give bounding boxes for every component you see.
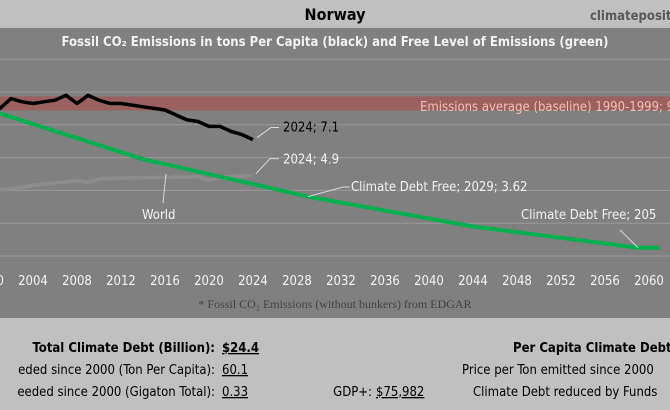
row2-label: eded since 2000 (Ton Per Capita): [18,363,215,378]
x-tick-label: 2008 [62,274,92,289]
row3-value: 0.33 [222,385,248,400]
norway-leader-line [256,127,279,138]
footer: Total Climate Debt (Billion): $24.4 eded… [17,341,670,400]
chart-title: Fossil CO₂ Emissions in tons Per Capita … [62,35,609,50]
world-name-leader-line [162,173,167,204]
plot-area [0,28,670,318]
annotations: 2024; 7.1 2024; 4.9 World Climate Debt F… [142,100,670,311]
x-tick-label: 2024 [238,274,268,289]
norway-line [0,93,254,142]
x-tick-label: 2060 [634,274,664,289]
world-line [0,173,254,192]
footnote: * Fossil CO₂ Emissions (without bunkers)… [198,297,471,311]
row2-value: 60.1 [222,363,248,378]
x-tick-label: 2036 [370,274,400,289]
x-tick-label: 2052 [546,274,576,289]
total-debt-value: $24.4 [222,341,259,356]
x-tick-label: 2012 [106,274,136,289]
x-tick-label: 2004 [18,274,48,289]
x-tick-label: 2000 [0,274,4,289]
gridlines [0,58,670,257]
price-label: Price per Ton emitted since 2000 [462,363,654,378]
debt-free-leader-1 [307,186,350,198]
baseline-band [0,96,670,111]
world-end-label: 2024; 4.9 [283,153,339,168]
x-tick-label: 2016 [150,274,180,289]
free-level-line [0,111,660,250]
x-axis-ticks: 2000 2004 2008 2012 2016 2020 2024 2028 2032 2036… [0,274,664,289]
site-name: climatepositi [590,9,670,24]
x-tick-label: 2040 [414,274,444,289]
reduced-label: Climate Debt reduced by Funds [473,385,657,400]
x-tick-label: 2056 [590,274,620,289]
row3-label: eeded since 2000 (Gigaton Total): [17,385,215,400]
debt-free-label-2: Climate Debt Free; 205 [521,208,656,223]
norway-end-label: 2024; 7.1 [283,121,339,136]
x-tick-label: 2020 [194,274,224,289]
per-capita-title: Per Capita Climate Debt [513,341,670,356]
total-debt-label: Total Climate Debt (Billion): [33,341,215,356]
world-leader-line [255,158,279,174]
x-tick-label: 2028 [282,274,312,289]
baseline-label: Emissions average (baseline) 1990-1999; … [420,100,670,115]
baseline-band-rect [0,96,670,111]
x-tick-label: 2048 [502,274,532,289]
debt-free-label-1: Climate Debt Free; 2029; 3.62 [351,180,527,195]
header-band [0,0,670,28]
x-tick-label: 2032 [326,274,356,289]
world-series-label: World [142,208,175,223]
gdp-value: $75,982 [376,385,424,400]
series-lines [0,93,660,250]
country-title: Norway [305,5,367,24]
gdp-label: GDP+: [333,385,372,400]
x-tick-label: 2044 [458,274,488,289]
debt-free-leader-2 [619,229,639,249]
